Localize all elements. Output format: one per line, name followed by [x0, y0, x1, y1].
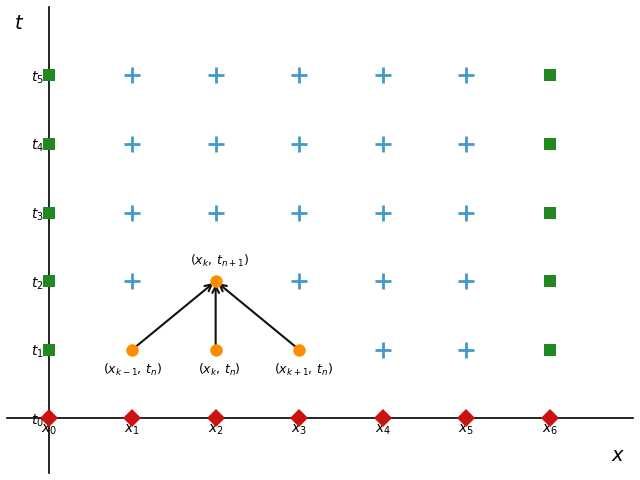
Text: $x$: $x$ [611, 446, 625, 466]
Text: $(x_{k+1},\, t_n)$: $(x_{k+1},\, t_n)$ [274, 362, 333, 378]
Text: $t$: $t$ [14, 14, 24, 33]
Text: $(x_{k-1},\, t_n)$: $(x_{k-1},\, t_n)$ [102, 362, 162, 378]
Text: $(x_k,\, t_{n+1})$: $(x_k,\, t_{n+1})$ [190, 252, 250, 269]
Text: $(x_k,\, t_n)$: $(x_k,\, t_n)$ [198, 362, 241, 378]
